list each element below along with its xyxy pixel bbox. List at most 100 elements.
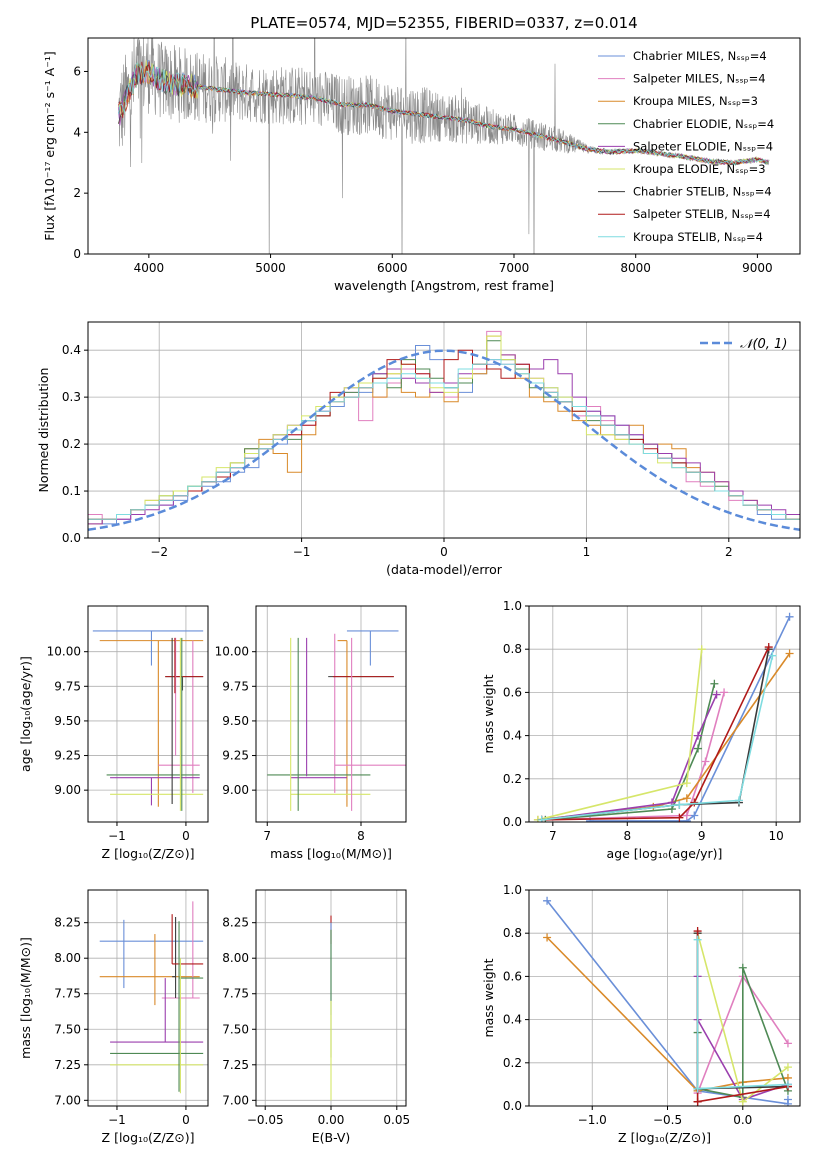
y-tick-label: 0.1 xyxy=(62,484,81,498)
plus-marker xyxy=(693,1084,702,1093)
x-axis-label: Z [log₁₀(Z/Z⊙)] xyxy=(102,1130,195,1145)
plus-marker xyxy=(693,927,702,936)
error-bar-point xyxy=(158,640,200,793)
x-tick-label: 0.0 xyxy=(733,1113,752,1127)
x-tick-label: 10 xyxy=(769,829,784,843)
y-tick-label: 9.50 xyxy=(54,714,81,728)
y-tick-label: 9.75 xyxy=(54,679,81,693)
legend-label: Kroupa ELODIE, Nₛₛₚ=3 xyxy=(633,162,766,176)
x-tick-label: 1 xyxy=(583,545,591,559)
plus-marker xyxy=(543,933,552,942)
mass-weight-line xyxy=(590,616,791,822)
legend-label: Chabrier MILES, Nₛₛₚ=4 xyxy=(633,49,767,63)
plus-marker xyxy=(710,679,719,688)
mass-vs-metallicity-panel: −1 0 7.00 7.25 7.50 7.75 8.00 8.25 Z [log₁₀(Z/Z⊙… xyxy=(18,889,209,1145)
error-bar-point xyxy=(110,978,204,1043)
plus-marker xyxy=(537,815,546,822)
plus-marker xyxy=(712,690,721,699)
x-tick-label: 8 xyxy=(357,829,365,843)
error-bar-point xyxy=(337,640,348,807)
y-tick-label: 0.8 xyxy=(503,642,522,656)
spectrum-panel: 4000 5000 6000 7000 8000 9000 0 2 4 6 wavelength [… xyxy=(42,37,801,293)
x-tick-label: 9 xyxy=(698,829,706,843)
x-tick-label: −1 xyxy=(293,545,311,559)
age-vs-mass-panel: 7 8 9.00 9.25 9.50 9.75 10.00 mass [log₁₀(M/M⊙)… xyxy=(215,605,407,861)
plus-marker xyxy=(738,963,747,972)
mass-weight-line xyxy=(541,646,770,821)
legend-label: Kroupa STELIB, Nₛₛₚ=4 xyxy=(633,230,763,244)
plus-marker xyxy=(697,645,706,654)
plus-marker xyxy=(720,688,729,697)
spectrum-legend: Chabrier MILES, Nₛₛₚ=4 Salpeter MILES, Nₛ… xyxy=(598,49,774,244)
grid-lines xyxy=(88,606,208,822)
gaussian-reference-curve xyxy=(88,349,800,532)
y-tick-label: 7.50 xyxy=(222,1022,249,1036)
y-tick-label: 0.0 xyxy=(503,815,522,829)
legend-label: Chabrier ELODIE, Nₛₛₚ=4 xyxy=(633,117,774,131)
y-axis-label: age [log₁₀(age/yr)] xyxy=(18,656,33,772)
x-tick-label: 5000 xyxy=(255,261,286,275)
y-tick-label: 0.4 xyxy=(503,729,522,743)
mass-weight-line xyxy=(545,692,725,821)
plot-area xyxy=(99,901,204,1094)
y-tick-label: 0.4 xyxy=(62,343,81,357)
y-tick-label: 9.50 xyxy=(222,714,249,728)
y-tick-label: 7.00 xyxy=(54,1093,81,1107)
plus-marker xyxy=(675,800,684,809)
y-axis-label: mass [log₁₀(M/M⊙)] xyxy=(18,937,33,1059)
y-tick-label: 9.25 xyxy=(222,749,249,763)
y-tick-label: 8.00 xyxy=(222,951,249,965)
x-axis-label: E(B-V) xyxy=(312,1130,351,1145)
y-tick-label: 1.0 xyxy=(503,599,522,613)
axes-frame xyxy=(528,605,801,823)
mass-weight-vs-metallicity-panel: −1.0 −0.5 0.0 0.0 0.2 0.4 0.6 0.8 1.0 Z [log₁₀(Z/… xyxy=(481,883,801,1145)
plus-marker xyxy=(682,811,691,820)
y-axis-label: mass weight xyxy=(481,674,496,753)
age-vs-metallicity-panel: −1 0 9.00 9.25 9.50 9.75 10.00 Z [log₁₀(Z/Z⊙)] a… xyxy=(18,605,209,861)
plus-marker xyxy=(738,1097,747,1106)
plus-marker xyxy=(693,935,702,944)
x-tick-label: 4000 xyxy=(134,261,165,275)
grid-lines xyxy=(88,890,208,1106)
y-axis-label: Normed distribution xyxy=(36,368,51,493)
x-tick-label: 7 xyxy=(263,829,271,843)
plus-marker xyxy=(543,896,552,905)
residual-histogram-panel: −2 −1 0 1 2 0.0 0.1 0.2 0.3 0.4 (data-model)/error… xyxy=(36,321,801,577)
axes-frame xyxy=(528,889,801,1107)
y-tick-label: 7.25 xyxy=(222,1058,249,1072)
plus-marker xyxy=(682,779,691,788)
y-tick-label: 9.00 xyxy=(54,783,81,797)
x-tick-label: 6000 xyxy=(377,261,408,275)
plus-marker xyxy=(734,796,743,805)
histogram-step-line xyxy=(88,359,800,520)
y-tick-label: 7.25 xyxy=(54,1058,81,1072)
y-tick-label: 0.6 xyxy=(503,969,522,983)
x-tick-label: 7 xyxy=(549,829,557,843)
axes-frame xyxy=(87,889,209,1107)
legend-label: Salpeter MILES, Nₛₛₚ=4 xyxy=(633,72,766,86)
x-tick-label: −0.5 xyxy=(653,1113,682,1127)
plus-marker xyxy=(690,811,699,820)
legend-label: Chabrier STELIB, Nₛₛₚ=4 xyxy=(633,185,772,199)
y-tick-label: 0.8 xyxy=(503,926,522,940)
plot-area xyxy=(88,330,800,532)
plot-area xyxy=(543,896,792,1106)
y-tick-label: 6 xyxy=(73,64,81,78)
plus-marker xyxy=(768,651,777,660)
y-tick-label: 7.00 xyxy=(222,1093,249,1107)
x-tick-label: 0 xyxy=(440,545,448,559)
plus-marker xyxy=(682,794,691,803)
y-tick-label: 0.0 xyxy=(503,1099,522,1113)
error-bar-point xyxy=(346,630,399,666)
x-axis-label: wavelength [Angstrom, rest frame] xyxy=(334,278,554,293)
y-tick-label: 0.2 xyxy=(62,437,81,451)
plus-marker xyxy=(785,612,794,621)
y-tick-label: 7.50 xyxy=(54,1022,81,1036)
plus-marker xyxy=(701,757,710,766)
y-tick-label: 0.4 xyxy=(503,1013,522,1027)
plot-area xyxy=(118,38,770,254)
plus-marker xyxy=(694,731,703,740)
mass-weight-line xyxy=(541,694,718,821)
x-tick-label: 0.00 xyxy=(318,1113,345,1127)
